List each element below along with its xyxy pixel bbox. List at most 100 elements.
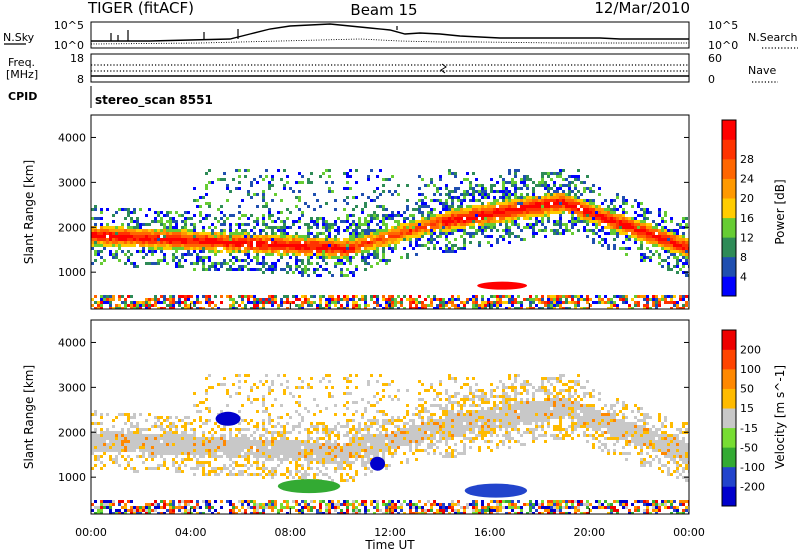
power-cell [424,307,427,309]
power-cell [346,214,349,217]
velocity-cell [304,440,307,443]
velocity-cell [169,443,172,446]
power-cell [466,301,469,304]
power-cell [106,223,109,226]
velocity-cell [268,422,271,425]
velocity-cell [202,467,205,470]
power-cell [124,244,127,247]
power-cell [544,214,547,217]
power-cell [154,295,157,298]
power-cell [529,295,532,298]
velocity-cell [100,467,103,470]
power-cell [112,232,115,235]
nave-tick-top: 60 [708,52,722,65]
power-cell [487,235,490,238]
power-cell [637,232,640,235]
velocity-cell [349,440,352,443]
power-cell [262,259,265,262]
power-cell [487,301,490,304]
power-cell [190,232,193,235]
power-cell [682,244,685,247]
power-cell [352,223,355,226]
power-cell [340,220,343,223]
power-cell [520,178,523,181]
power-cell [226,250,229,253]
power-cell [154,220,157,223]
power-cell [613,205,616,208]
power-cell [325,235,328,238]
power-cell [328,304,331,307]
velocity-cell [301,455,304,458]
power-cell [130,295,133,298]
power-cell [514,196,517,199]
power-cell [352,220,355,223]
power-cell [538,196,541,199]
power-cell [295,232,298,235]
power-cell [280,301,283,304]
power-cell [271,268,274,271]
velocity-cell [283,443,286,446]
velocity-cell [133,437,136,440]
velocity-cell [322,473,325,476]
power-cell [568,301,571,304]
power-cell [133,229,136,232]
power-cell [637,214,640,217]
power-cell [649,256,652,259]
power-cell [253,235,256,238]
power-cell [544,211,547,214]
power-cell [247,193,250,196]
power-cell [613,199,616,202]
velocity-cell [265,380,268,383]
velocity-cell [109,443,112,446]
power-cell [415,232,418,235]
nsky-tick-top-right: 10^5 [708,19,738,32]
power-cell [478,304,481,307]
power-cell [448,193,451,196]
power-cell [619,295,622,298]
velocity-cell [322,500,325,503]
velocity-cell [271,449,274,452]
velocity-cell [343,452,346,455]
power-cell [433,184,436,187]
velocity-cell [361,428,364,431]
power-cell [331,223,334,226]
velocity-cell [379,398,382,401]
power-cell [346,220,349,223]
power-cell [106,238,109,241]
power-cell [487,241,490,244]
power-cell [565,184,568,187]
velocity-cell [343,479,346,482]
power-cell [247,190,250,193]
velocity-cell [148,437,151,440]
power-cell [685,256,688,259]
power-cell [322,241,325,244]
power-cell [172,301,175,304]
velocity-cell [190,428,193,431]
power-cell [439,307,442,309]
velocity-cell [103,437,106,440]
power-cell [202,265,205,268]
power-cell [463,247,466,250]
power-cell [109,253,112,256]
power-cell [607,244,610,247]
power-cell [667,244,670,247]
velocity-cell [379,443,382,446]
power-cell [415,238,418,241]
power-cell [307,232,310,235]
power-cell [268,247,271,250]
power-cell [442,304,445,307]
power-cell [121,301,124,304]
velocity-cell [367,458,370,461]
power-cell [388,229,391,232]
power-cell [145,304,148,307]
power-cell [397,193,400,196]
power-cell [553,172,556,175]
power-cell [301,271,304,274]
power-cell [601,298,604,301]
velocity-cell [271,380,274,383]
velocity-cell [214,470,217,473]
power-cell [682,271,685,274]
velocity-cell [364,446,367,449]
velocity-cell [211,446,214,449]
velocity-cell [325,461,328,464]
